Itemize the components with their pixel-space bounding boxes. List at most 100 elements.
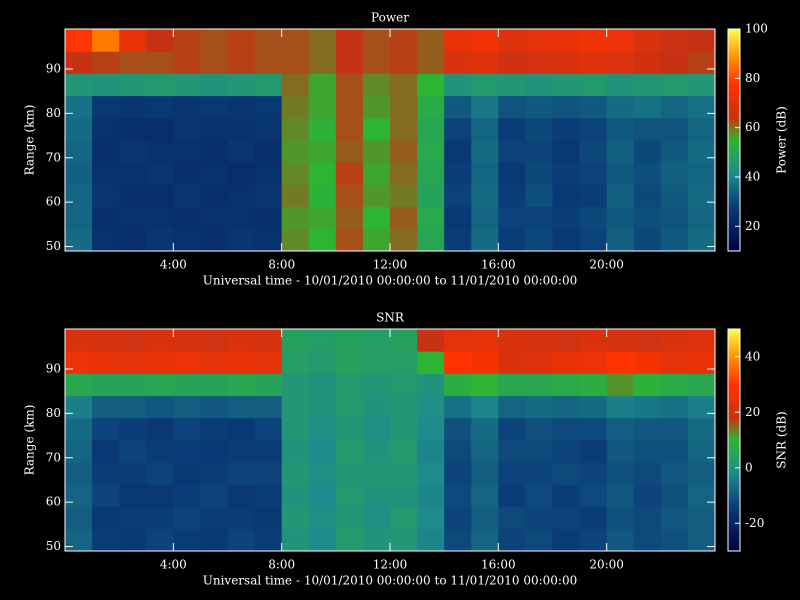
heatmap-cell (173, 29, 201, 52)
heatmap-cell (660, 329, 689, 352)
heatmap-cell (552, 417, 581, 441)
heatmap-cell (119, 206, 147, 230)
heatmap-cell (173, 395, 201, 419)
heatmap-cell (119, 417, 147, 441)
heatmap-cell (227, 29, 256, 52)
heatmap-cell (92, 462, 120, 485)
heatmap-cell (417, 95, 445, 119)
heatmap-cell (525, 51, 553, 74)
heatmap-cell (281, 162, 310, 185)
heatmap-cell (471, 73, 499, 97)
heatmap-cell (687, 440, 716, 463)
heatmap-cell (660, 206, 689, 230)
heatmap-cell (362, 506, 391, 530)
heatmap-cell (146, 528, 174, 552)
heatmap-cell (390, 206, 418, 230)
heatmap-cell (200, 51, 228, 74)
heatmap-cell (417, 440, 445, 463)
heatmap-cell (579, 373, 608, 397)
heatmap-cell (308, 117, 337, 141)
heatmap-cell (200, 462, 228, 485)
heatmap-cell (633, 228, 662, 252)
heatmap-cell (417, 351, 445, 374)
heatmap-cell (254, 506, 283, 530)
heatmap-cell (200, 440, 228, 463)
heatmap-cell (200, 417, 228, 441)
heatmap-cell (200, 395, 228, 419)
heatmap-cell (579, 206, 608, 230)
heatmap-cell (281, 484, 310, 508)
heatmap-cell (92, 162, 120, 185)
heatmap-cell (173, 184, 201, 208)
heatmap-cell (444, 117, 472, 141)
heatmap-cell (633, 73, 662, 97)
heatmap-cell (606, 329, 635, 352)
heatmap-cell (579, 162, 608, 185)
heatmap-cell (146, 417, 174, 441)
heatmap-cell (335, 351, 364, 374)
heatmap-cell (444, 440, 472, 463)
heatmap-cell (687, 417, 716, 441)
heatmap-cell (552, 440, 581, 463)
heatmap-cell (146, 206, 174, 230)
heatmap-cell (335, 373, 364, 397)
heatmap-cell (606, 228, 635, 252)
heatmap-cell (227, 417, 256, 441)
heatmap-cell (308, 329, 337, 352)
heatmap-cell (552, 373, 581, 397)
heatmap-cell (633, 351, 662, 374)
heatmap-cell (254, 206, 283, 230)
heatmap-cell (92, 484, 120, 508)
x-tick-label: 12:00 (373, 258, 408, 272)
heatmap-cell (308, 140, 337, 163)
colorbar-tick-label: 80 (745, 71, 760, 85)
heatmap-cell (444, 484, 472, 508)
colorbar (728, 29, 740, 251)
heatmap-cell (417, 73, 445, 97)
heatmap-cell (227, 51, 256, 74)
heatmap-cell (390, 462, 418, 485)
heatmap-cell (606, 506, 635, 530)
heatmap-cell (227, 117, 256, 141)
heatmap-cell (660, 506, 689, 530)
heatmap-cell (227, 373, 256, 397)
heatmap-cell (579, 73, 608, 97)
y-tick-label: 80 (46, 106, 61, 120)
heatmap-cell (417, 484, 445, 508)
heatmap-cell (65, 95, 93, 119)
heatmap-cell (92, 506, 120, 530)
heatmap-cell (335, 528, 364, 552)
heatmap-cell (308, 162, 337, 185)
heatmap-cell (633, 440, 662, 463)
x-tick-label: 8:00 (268, 258, 295, 272)
heatmap-cell (254, 184, 283, 208)
heatmap-cell (552, 528, 581, 552)
heatmap-cell (687, 73, 716, 97)
heatmap-cell (390, 395, 418, 419)
heatmap-cell (335, 73, 364, 97)
heatmap-cell (390, 29, 418, 52)
heatmap-cell (660, 395, 689, 419)
heatmap-cell (362, 51, 391, 74)
heatmap-cell (200, 162, 228, 185)
heatmap-cell (687, 140, 716, 163)
heatmap-cell (173, 440, 201, 463)
heatmap-cell (606, 140, 635, 163)
heatmap-cell (281, 395, 310, 419)
heatmap-cell (633, 329, 662, 352)
heatmap-cell (119, 29, 147, 52)
heatmap-cell (335, 206, 364, 230)
heatmap-cell (119, 162, 147, 185)
heatmap-cell (498, 506, 526, 530)
heatmap-cell (498, 462, 526, 485)
heatmap-cell (417, 51, 445, 74)
heatmap-cell (119, 51, 147, 74)
heatmap-cell (173, 206, 201, 230)
heatmap-cell (660, 140, 689, 163)
heatmap-cell (579, 184, 608, 208)
heatmap-cell (308, 528, 337, 552)
heatmap-cell (525, 528, 553, 552)
heatmap-cell (498, 484, 526, 508)
heatmap-cell (390, 73, 418, 97)
heatmap-cell (227, 329, 256, 352)
